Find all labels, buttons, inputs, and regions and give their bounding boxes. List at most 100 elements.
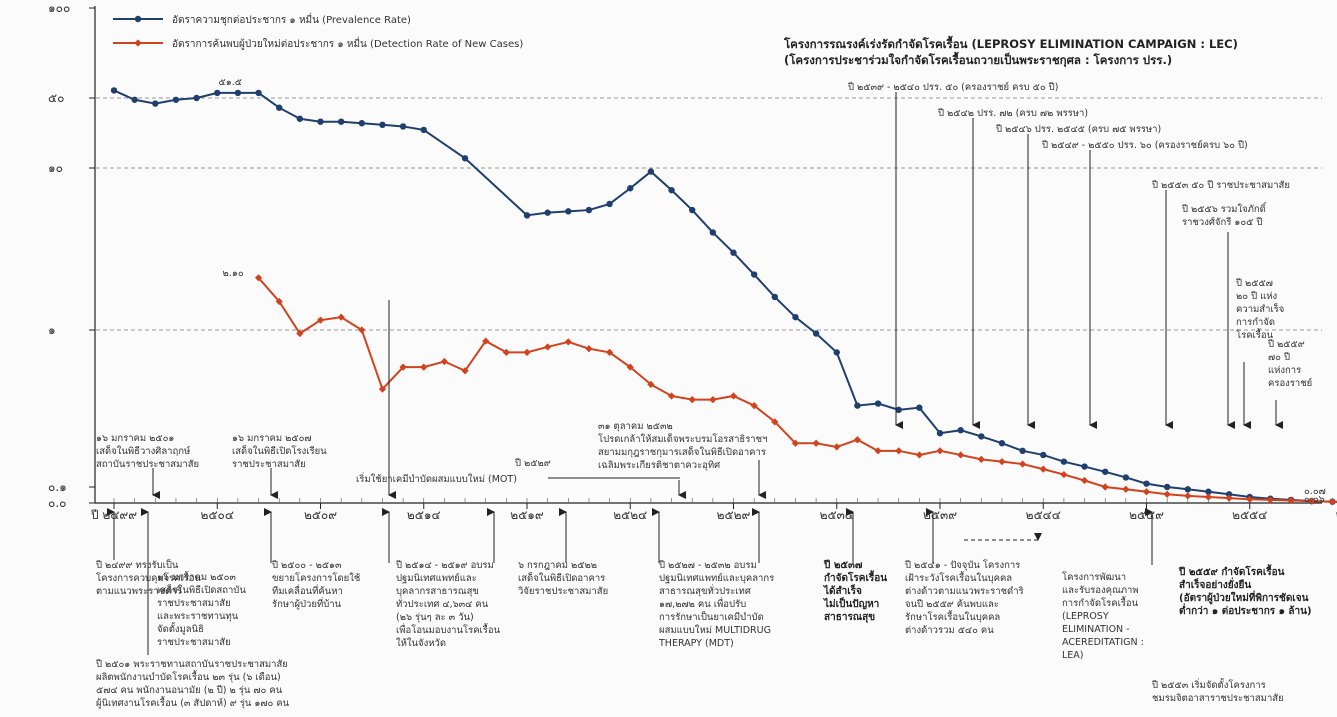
x-tick-label: ๒๕๒๔ [613,508,647,522]
bottom-annotation: ผู้นิเทศงานโรคเรื้อน (๓ สัปดาห์) ๙ รุ่น … [96,696,290,709]
data-point [647,380,655,389]
y-tick-label: ๑๐๐ [48,1,70,15]
data-point [317,118,324,125]
data-point [1225,494,1233,502]
top-annotation: ราชวงศ์จักรี ๑๐๕ ปี [1182,216,1262,228]
data-point [296,115,304,122]
data-point [606,348,614,356]
bottom-annotation: ต่างด้าวรวม ๕๔๐ คน [905,625,994,636]
data-point [647,168,655,175]
data-point [172,96,180,103]
data-point [440,357,448,366]
data-label: ๒.๑๐ [223,268,244,279]
top-annotation: การกำจัด [1236,317,1275,328]
data-point [379,121,386,129]
data-point [709,396,717,404]
bottom-annotation: ทีมเคลื่อนที่ค้นหา [272,584,343,597]
bottom-annotation: LEA) [1062,650,1084,661]
bottom-annotation: ๑๖ มกราคม ๒๕๐๓ [157,572,236,583]
data-point [936,430,944,437]
data-point [523,212,531,219]
data-point [152,100,159,107]
data-point [853,436,861,444]
data-point [1246,495,1254,503]
gridlines [96,97,1322,331]
bottom-annotation: ต่ำกว่า ๑ ต่อประชากร ๑ ล้าน) [1179,603,1312,617]
bottom-annotation: ปี ๒๕๑๔ - ๒๕๑๙ อบรม [395,559,494,571]
data-point [689,206,696,214]
bottom-annotation: ปฐมนิเทศแพทย์และ [396,572,477,584]
mid-annotation: ปี ๒๕๒๙ [514,457,551,469]
data-point [358,120,365,127]
data-point [565,208,572,215]
bottom-annotation: เสด็จในพิธีเปิดสถาบัน [157,583,246,596]
data-point [626,363,634,371]
data-point [874,447,882,455]
bottom-annotation: เพื่อโอนมอบงานโรคเรื้อน [396,623,501,636]
bottom-annotation: ๖ กรกฎาคม ๒๕๒๒ [518,560,597,571]
data-point [378,385,387,393]
data-point [709,229,717,236]
data-point [812,439,820,447]
bottom-annotation: ตามแนวพระราชดำริ [96,586,182,597]
bottom-annotation: ชมรมจิตอาสาราชประชาสมาสัย [1152,693,1284,704]
bottom-annotation: ให้ในจังหวัด [396,637,446,649]
mid-annotation: สยามมกุฎราชกุมารเสด็จในพิธีเปิดอาคาร [598,445,766,458]
bottom-annotation: โครงการควบคุมโรคเรื้อน [96,571,201,584]
data-point [461,155,469,162]
data-point [957,451,965,459]
data-point [544,343,552,351]
campaign-title: (โครงการประชาร่วมใจกำจัดโรคเรื้อนถวายเป็… [784,51,1172,68]
data-point [1184,492,1192,500]
bottom-annotation: ๕๗๔ คน พนักงานอนามัย (๒ ปี) ๒ รุ่น ๗๐ คน [96,684,283,696]
data-point [833,349,840,356]
data-point [895,406,902,414]
x-tick-label: ๒๕๓๙ [923,508,957,522]
data-point [668,186,675,194]
data-point [936,447,944,455]
bottom-annotation: สำเร็จอย่างยั่งยืน [1179,577,1251,591]
bottom-annotation: รักษาโรคเรื้อนในบุคคล [905,610,1000,623]
bottom-annotation: ปี ๒๔๙๙ ทรงรับเป็น [95,558,179,571]
data-point [1019,460,1027,468]
top-annotation: แห่งการ [1268,365,1301,376]
y-tick-label: ๕๐ [48,91,64,105]
data-point [523,348,531,356]
data-point [833,443,841,451]
legend-swatch-marker [134,39,142,47]
data-point [1184,486,1192,493]
bottom-annotation: จนปี ๒๕๕๙ ค้นพบและ [905,598,999,610]
mid-annotation: สถาบันราชประชาสมาสัย [96,459,199,470]
x-tick-label: ๒๕๕๔ [1232,508,1267,522]
x-tick-label: ๒๕๑๔ [407,508,441,522]
mid-annotation: เฉลิมพระเกียรติชาตาควะอุทิศ [598,459,720,471]
campaign-title: โครงการรณรงค์เร่งรัดกำจัดโรคเรื้อน (LEPR… [783,35,1238,51]
bottom-annotation: วิจัยราชประชาสมาสัย [517,586,608,597]
data-point [1040,451,1047,459]
end-value-label: ๐.๐๖ [1304,494,1325,505]
bottom-annotation: (อัตราผู้ป่วยใหม่ที่พิการชัดเจน [1179,590,1309,605]
data-point [1101,483,1109,491]
data-point [957,427,964,434]
data-point [1266,496,1274,504]
mid-annotation: ๑๖ มกราคม ๒๕๐๗ [232,433,312,444]
data-point [358,326,366,334]
top-annotation: ปี ๒๕๕๗ [1235,277,1273,289]
data-point [915,451,923,459]
data-point [1122,474,1130,481]
data-point [399,123,407,130]
bottom-annotation: ปี ๒๕๒๗ - ๒๕๓๒ อบรม [658,559,757,571]
top-annotation: ปี ๒๕๕๓ ๕๐ ปี ราชประชาสมาสัย [1151,179,1290,191]
bottom-annotation: ทั่วประเทศ ๔,๖๓๔ คน [396,597,489,610]
bottom-annotation: ไม่เป็นปัญหา [823,596,879,610]
bottom-annotation: เฝ้าระวังโรคเรื้อนในบุคคล [905,571,1012,584]
bottom-annotation: บุคลากรสาธารณสุข [396,586,479,597]
data-point [1081,463,1088,470]
bottom-annotation: ปฐมนิเทศแพทย์และบุคลากร [659,572,774,584]
data-point [916,404,923,411]
data-point [234,89,242,97]
top-annotation: ครองราชย์ [1268,377,1312,389]
mid-annotation: ราชประชาสมาสัย [232,459,306,470]
data-point [1328,498,1336,506]
